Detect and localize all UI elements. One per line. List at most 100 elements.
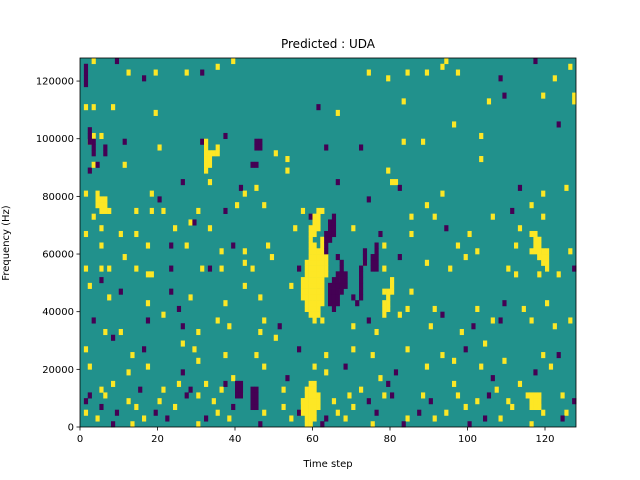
heatmap-cell (533, 58, 538, 65)
heatmap-cell (486, 98, 492, 105)
heatmap-cell (351, 403, 356, 411)
heatmap-cell (114, 409, 120, 416)
heatmap-cell (401, 98, 406, 105)
heatmap-cell (320, 236, 325, 243)
heatmap-cell (378, 230, 383, 238)
heatmap-cell (192, 219, 197, 226)
heatmap-cell (99, 225, 104, 232)
heatmap-cell (304, 265, 309, 272)
heatmap-cell (153, 409, 158, 416)
heatmap-cell (324, 271, 329, 278)
heatmap-cell (386, 300, 391, 307)
heatmap-cell (331, 288, 337, 295)
heatmap-cell (250, 392, 255, 399)
heatmap-cell (316, 207, 321, 214)
heatmap-cell (335, 179, 340, 186)
heatmap-cell (169, 242, 174, 249)
heatmap-cell (359, 265, 364, 272)
heatmap-cell (401, 421, 406, 428)
heatmap-cell (304, 259, 309, 266)
heatmap-cell (537, 392, 542, 399)
heatmap-cell (308, 398, 313, 405)
heatmap-cell (335, 409, 340, 416)
heatmap-cell (114, 58, 120, 65)
heatmap-cell (91, 132, 96, 140)
heatmap-cell (242, 282, 247, 289)
x-tick-label: 100 (458, 434, 477, 445)
heatmap-cell (556, 352, 561, 359)
heatmap-cell (568, 317, 573, 324)
heatmap-cell (510, 207, 515, 214)
heatmap-cell (517, 184, 523, 191)
heatmap-cell (339, 282, 344, 289)
heatmap-cell (452, 357, 457, 364)
heatmap-cell (242, 190, 247, 197)
heatmap-cell (180, 340, 185, 347)
heatmap-cell (564, 409, 569, 416)
heatmap-cell (258, 138, 263, 145)
heatmap-cell (231, 375, 236, 382)
heatmap-cell (297, 265, 302, 272)
heatmap-cell (572, 98, 577, 105)
heatmap-cell (359, 282, 364, 289)
heatmap-cell (219, 248, 224, 255)
heatmap-cell (370, 352, 375, 359)
heatmap-cell (254, 138, 259, 145)
heatmap-cell (145, 300, 151, 307)
heatmap-cell (142, 75, 147, 82)
heatmap-cell (444, 409, 449, 416)
heatmap-cell (262, 317, 267, 324)
heatmap-cell (548, 363, 554, 370)
heatmap-cell (304, 421, 309, 428)
heatmap-cell (258, 421, 263, 428)
heatmap-cell (308, 380, 313, 387)
heatmap-cell (475, 305, 480, 312)
heatmap-cell (432, 415, 437, 422)
heatmap-cell (331, 213, 337, 220)
heatmap-cell (545, 254, 550, 261)
heatmap-cell (572, 265, 577, 272)
heatmap-cell (107, 294, 112, 301)
y-tick-label: 100000 (36, 134, 74, 145)
heatmap-cell (324, 352, 329, 359)
heatmap-cell (312, 386, 317, 393)
heatmap-cell (250, 386, 255, 393)
heatmap-cell (448, 265, 453, 272)
heatmap-cell (254, 403, 259, 411)
heatmap-cell (316, 219, 321, 226)
heatmap-cell (308, 311, 313, 318)
heatmap-cell (541, 248, 546, 255)
heatmap-cell (238, 184, 244, 191)
heatmap-cell (537, 271, 542, 278)
heatmap-cell (312, 317, 317, 324)
heatmap-cell (250, 161, 255, 168)
heatmap-cell (324, 230, 329, 238)
heatmap-cell (293, 225, 298, 232)
heatmap-cell (145, 271, 151, 278)
heatmap-cell (541, 92, 546, 99)
heatmap-cell (486, 392, 492, 399)
heatmap-cell (537, 248, 542, 255)
heatmap-cell (231, 403, 236, 411)
heatmap-cell (355, 300, 360, 307)
heatmap-cell (541, 254, 546, 261)
heatmap-cell (331, 219, 337, 226)
heatmap-cell (304, 392, 309, 399)
heatmap-cell (83, 190, 89, 197)
heatmap-cell (382, 300, 387, 307)
heatmap-cell (331, 300, 337, 307)
heatmap-cell (223, 132, 228, 140)
heatmap-cell (300, 207, 306, 214)
heatmap-cell (393, 369, 399, 376)
heatmap-cell (157, 144, 162, 151)
heatmap-cell (308, 415, 313, 422)
heatmap-cell (320, 300, 325, 307)
heatmap-cell (316, 225, 321, 232)
heatmap-cell (328, 288, 333, 295)
heatmap-cell (324, 236, 329, 243)
heatmap-cell (514, 271, 519, 278)
heatmap-cell (498, 75, 503, 82)
heatmap-cell (390, 277, 395, 284)
heatmap-cell (235, 386, 240, 393)
heatmap-cell (564, 184, 569, 191)
